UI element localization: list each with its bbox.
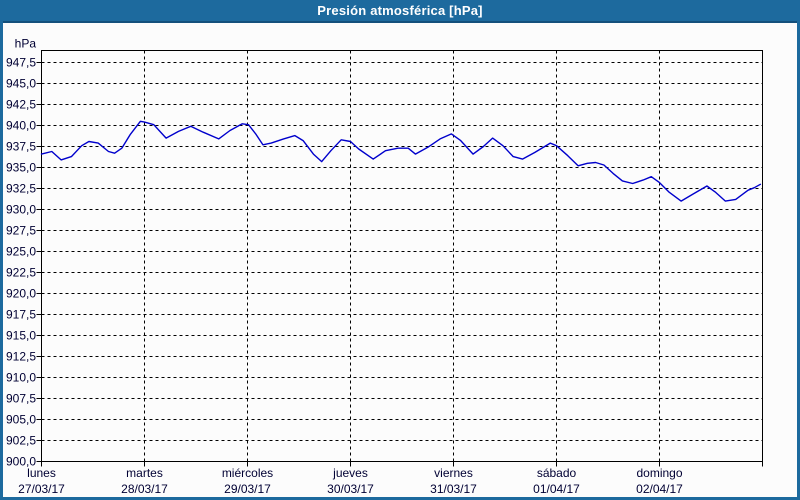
y-tick-label: 937,5 [6, 140, 36, 154]
y-tick-label: 927,5 [6, 224, 36, 238]
y-tick-label: 905,0 [6, 413, 36, 427]
x-day-label: viernes [434, 466, 473, 480]
y-tick-label: 930,0 [6, 203, 36, 217]
x-date-label: 29/03/17 [224, 482, 271, 496]
y-tick-label: 935,0 [6, 161, 36, 175]
y-tick-label: 900,0 [6, 455, 36, 469]
y-tick-label: 915,0 [6, 329, 36, 343]
x-date-label: 02/04/17 [636, 482, 683, 496]
y-tick-label: 940,0 [6, 119, 36, 133]
y-tick-label: 912,5 [6, 350, 36, 364]
x-date-label: 31/03/17 [430, 482, 477, 496]
y-tick-label: 902,5 [6, 434, 36, 448]
y-tick-label: 942,5 [6, 98, 36, 112]
x-day-label: lunes [27, 466, 56, 480]
y-tick-label: 907,5 [6, 392, 36, 406]
pressure-chart: 947,5 945,0 942,5 940,0 937,5 935,0 932,5 930,0… [6, 37, 763, 496]
y-tick-label: 945,0 [6, 77, 36, 91]
pressure-line [40, 120, 762, 202]
y-tick-label: 917,5 [6, 308, 36, 322]
x-day-label: jueves [332, 466, 368, 480]
y-tick-label: 910,0 [6, 371, 36, 385]
x-date-label: 28/03/17 [121, 482, 168, 496]
plot-border [41, 50, 763, 462]
x-day-label: domingo [636, 466, 682, 480]
y-tick-label: 925,0 [6, 245, 36, 259]
x-day-label: martes [126, 466, 163, 480]
x-day-label: miércoles [222, 466, 273, 480]
x-date-label: 01/04/17 [533, 482, 580, 496]
y-axis-unit-label: hPa [15, 37, 37, 51]
y-tick-label: 920,0 [6, 287, 36, 301]
x-date-label: 30/03/17 [327, 482, 374, 496]
y-tick-label: 922,5 [6, 266, 36, 280]
title-bar: Presión atmosférica [hPa] [3, 0, 797, 23]
y-tick-label: 947,5 [6, 56, 36, 70]
x-day-label: sábado [537, 466, 577, 480]
x-date-label: 27/03/17 [18, 482, 65, 496]
window-title: Presión atmosférica [hPa] [317, 3, 483, 18]
y-tick-label: 932,5 [6, 182, 36, 196]
